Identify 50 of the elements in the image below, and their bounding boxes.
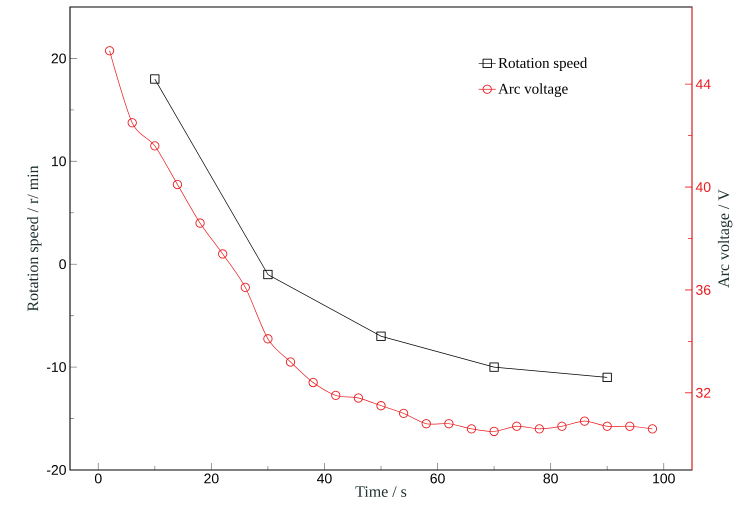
legend-label: Rotation speed [498, 57, 588, 72]
y-tick-label: -10 [46, 362, 66, 372]
x-tick-label: 60 [430, 474, 445, 484]
y-tick-label: 0 [59, 259, 66, 270]
y-tick-label: -20 [46, 465, 66, 475]
point [466, 424, 476, 434]
point [489, 362, 499, 372]
point [557, 422, 567, 431]
point [240, 282, 250, 292]
y2-tick-label: 32 [696, 388, 710, 398]
x-tick-label: 0 [94, 474, 102, 484]
point [602, 372, 612, 382]
x-tick-label: 80 [543, 474, 558, 484]
x-tick-label: 20 [204, 474, 219, 484]
point [648, 424, 658, 434]
point [150, 141, 160, 151]
x-tick-label: 100 [653, 474, 675, 484]
point [263, 334, 273, 344]
y-tick-label: 20 [52, 53, 66, 64]
point [195, 218, 205, 228]
point [512, 422, 522, 431]
point [263, 270, 273, 280]
point [398, 408, 408, 418]
point [444, 419, 454, 428]
point [376, 401, 386, 410]
point [489, 426, 499, 436]
point [602, 422, 612, 431]
y-tick-label: 10 [52, 156, 66, 166]
point [128, 118, 137, 128]
point [150, 74, 160, 84]
point [286, 357, 296, 367]
legend-label: Arc voltage [498, 83, 568, 97]
point [625, 422, 634, 431]
x-tick-label: 40 [317, 474, 332, 484]
point [218, 249, 228, 259]
point [104, 46, 114, 56]
point [534, 424, 544, 434]
point [308, 378, 318, 388]
point [331, 390, 340, 400]
y2-tick-label: 40 [696, 182, 710, 192]
y-axis-title: Rotation speed / r/ min [27, 166, 42, 312]
point [354, 393, 364, 403]
x-axis-title: Time / s [355, 486, 406, 497]
y2-tick-label: 44 [696, 79, 711, 89]
y2-axis-title: Arc voltage / V [718, 189, 732, 288]
point [422, 419, 431, 428]
point [172, 180, 182, 190]
point [376, 332, 386, 341]
point [580, 416, 590, 426]
y2-tick-label: 36 [696, 284, 710, 295]
